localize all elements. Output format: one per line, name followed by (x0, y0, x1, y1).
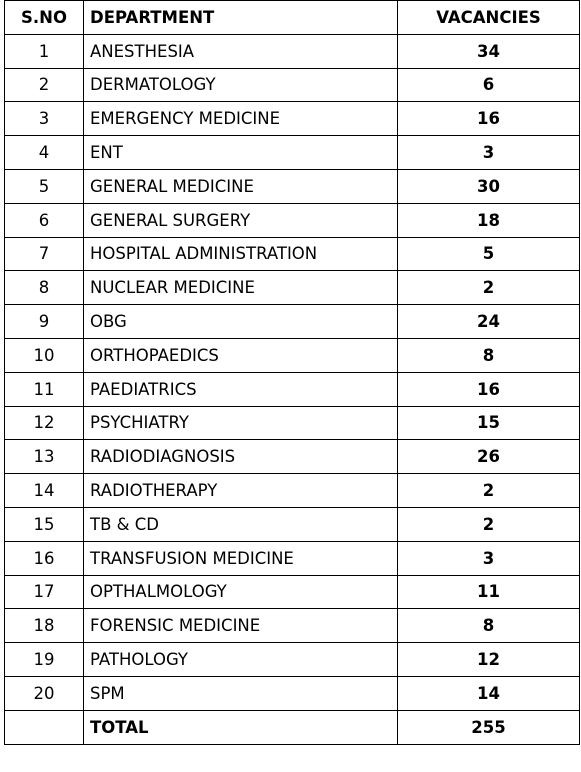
table-row: 1 ANESTHESIA 34 (4, 33, 580, 69)
row-vacancies: 3 (397, 540, 580, 576)
row-sno: 20 (4, 675, 84, 711)
table-row: 7 HOSPITAL ADMINISTRATION 5 (4, 236, 580, 272)
row-vacancies: 6 (397, 67, 580, 103)
table-row: 13 RADIODIAGNOSIS 26 (4, 439, 580, 475)
row-vacancies: 34 (397, 33, 580, 69)
row-department: SPM (83, 675, 398, 711)
table-body: 1 ANESTHESIA 34 2 DERMATOLOGY 6 3 EMERGENCY MED… (4, 33, 580, 711)
table-row: 8 NUCLEAR MEDICINE 2 (4, 270, 580, 306)
row-sno: 15 (4, 506, 84, 542)
row-department: RADIOTHERAPY (83, 473, 398, 508)
row-vacancies: 12 (397, 642, 580, 677)
table-row: 16 TRANSFUSION MEDICINE 3 (4, 540, 580, 576)
row-department: PATHOLOGY (83, 642, 398, 677)
vacancy-table: S.NO DEPARTMENT VACANCIES 1 ANESTHESIA 34 2… (4, 0, 580, 745)
table-row: 18 FORENSIC MEDICINE 8 (4, 608, 580, 644)
row-department: GENERAL SURGERY (83, 202, 398, 238)
total-label: TOTAL (83, 709, 398, 745)
row-sno: 2 (4, 67, 84, 103)
row-sno: 11 (4, 371, 84, 407)
table-row: 6 GENERAL SURGERY 18 (4, 202, 580, 238)
table-row: 12 PSYCHIATRY 15 (4, 405, 580, 441)
row-department: OBG (83, 304, 398, 339)
table-row: 20 SPM 14 (4, 675, 580, 711)
row-sno: 3 (4, 101, 84, 137)
row-vacancies: 8 (397, 608, 580, 644)
total-sno (4, 709, 84, 745)
row-sno: 8 (4, 270, 84, 306)
table-row: 3 EMERGENCY MEDICINE 16 (4, 101, 580, 137)
row-sno: 16 (4, 540, 84, 576)
row-department: FORENSIC MEDICINE (83, 608, 398, 644)
table-row: 10 ORTHOPAEDICS 8 (4, 337, 580, 373)
row-department: PSYCHIATRY (83, 405, 398, 441)
row-department: RADIODIAGNOSIS (83, 439, 398, 475)
row-sno: 18 (4, 608, 84, 644)
row-vacancies: 5 (397, 236, 580, 272)
header-vacancies: VACANCIES (397, 0, 580, 35)
total-vacancies: 255 (397, 709, 580, 745)
row-vacancies: 2 (397, 270, 580, 306)
table-row: 11 PAEDIATRICS 16 (4, 371, 580, 407)
header-department: DEPARTMENT (83, 0, 398, 35)
row-department: PAEDIATRICS (83, 371, 398, 407)
row-department: ORTHOPAEDICS (83, 337, 398, 373)
row-vacancies: 30 (397, 168, 580, 204)
row-vacancies: 24 (397, 304, 580, 339)
row-vacancies: 2 (397, 506, 580, 542)
row-sno: 6 (4, 202, 84, 238)
row-sno: 14 (4, 473, 84, 508)
row-department: TRANSFUSION MEDICINE (83, 540, 398, 576)
row-department: NUCLEAR MEDICINE (83, 270, 398, 306)
row-vacancies: 16 (397, 371, 580, 407)
row-sno: 19 (4, 642, 84, 677)
header-row: S.NO DEPARTMENT VACANCIES (4, 0, 580, 35)
table-row: 2 DERMATOLOGY 6 (4, 67, 580, 103)
row-vacancies: 16 (397, 101, 580, 137)
table-row: 15 TB & CD 2 (4, 506, 580, 542)
row-vacancies: 11 (397, 574, 580, 610)
row-sno: 5 (4, 168, 84, 204)
row-department: HOSPITAL ADMINISTRATION (83, 236, 398, 272)
row-vacancies: 18 (397, 202, 580, 238)
row-vacancies: 14 (397, 675, 580, 711)
table-row: 19 PATHOLOGY 12 (4, 642, 580, 677)
row-department: OPTHALMOLOGY (83, 574, 398, 610)
row-sno: 4 (4, 135, 84, 170)
row-department: GENERAL MEDICINE (83, 168, 398, 204)
row-sno: 12 (4, 405, 84, 441)
table-row: 17 OPTHALMOLOGY 11 (4, 574, 580, 610)
table-row: 9 OBG 24 (4, 304, 580, 339)
row-department: ENT (83, 135, 398, 170)
row-department: EMERGENCY MEDICINE (83, 101, 398, 137)
table-row: 5 GENERAL MEDICINE 30 (4, 168, 580, 204)
header-sno: S.NO (4, 0, 84, 35)
row-sno: 13 (4, 439, 84, 475)
row-vacancies: 2 (397, 473, 580, 508)
row-sno: 9 (4, 304, 84, 339)
row-vacancies: 8 (397, 337, 580, 373)
row-vacancies: 3 (397, 135, 580, 170)
row-sno: 10 (4, 337, 84, 373)
row-vacancies: 15 (397, 405, 580, 441)
table-row: 14 RADIOTHERAPY 2 (4, 473, 580, 508)
row-department: TB & CD (83, 506, 398, 542)
row-sno: 7 (4, 236, 84, 272)
table-row: 4 ENT 3 (4, 135, 580, 170)
row-sno: 1 (4, 33, 84, 69)
row-sno: 17 (4, 574, 84, 610)
row-department: ANESTHESIA (83, 33, 398, 69)
row-department: DERMATOLOGY (83, 67, 398, 103)
total-row: TOTAL 255 (4, 709, 580, 745)
row-vacancies: 26 (397, 439, 580, 475)
